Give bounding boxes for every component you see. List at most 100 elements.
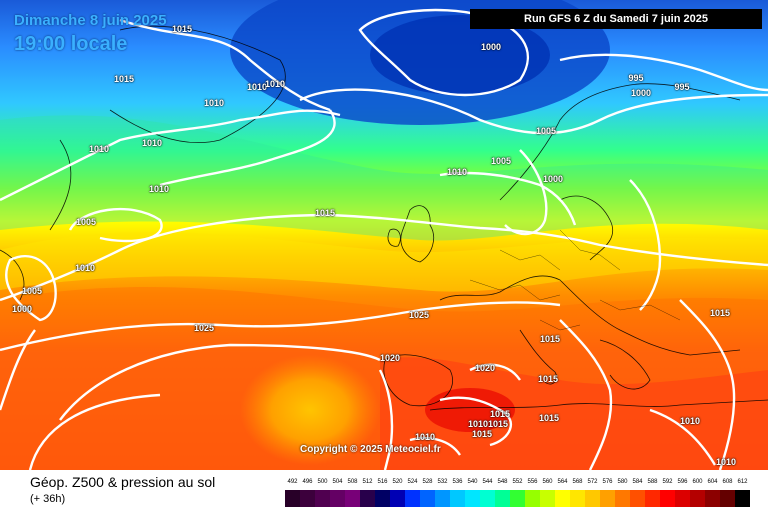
isobar-label: 1010 <box>141 138 163 148</box>
color-scale-value: 544 <box>482 479 493 485</box>
legend-subtitle: (+ 36h) <box>30 493 66 505</box>
isobar-label: 1010 <box>467 419 489 429</box>
color-scale-swatch <box>435 490 450 507</box>
color-scale-swatch <box>690 490 705 507</box>
color-scale-swatch <box>525 490 540 507</box>
isobar-label: 1010 <box>715 457 737 467</box>
isobar-label: 1000 <box>542 174 564 184</box>
isobar-label: 1025 <box>193 323 215 333</box>
color-scale-swatch <box>330 490 345 507</box>
color-scale-swatch <box>735 490 750 507</box>
legend-panel: Géop. Z500 & pression au sol (+ 36h) 492… <box>0 470 768 512</box>
color-scale-swatch <box>660 490 675 507</box>
isobar-label: 1010 <box>74 263 96 273</box>
color-scale-swatch <box>345 490 360 507</box>
copyright: Copyright © 2025 Meteociel.fr <box>300 444 441 455</box>
map-canvas <box>0 0 768 470</box>
country-borders <box>469 229 681 331</box>
forecast-time: 19:00 locale <box>14 33 128 55</box>
run-info: Run GFS 6 Z du Samedi 7 juin 2025 <box>470 9 762 29</box>
color-scale-swatch <box>600 490 615 507</box>
red-band <box>380 357 768 470</box>
color-scale-swatch <box>285 490 300 507</box>
color-scale-swatch <box>390 490 405 507</box>
color-scale-value: 520 <box>392 479 403 485</box>
yellow-band <box>0 231 768 292</box>
isobar-label: 1020 <box>474 363 496 373</box>
color-scale-value: 580 <box>617 479 628 485</box>
color-scale-swatch <box>555 490 570 507</box>
color-scale-value: 568 <box>572 479 583 485</box>
color-scale-value: 576 <box>602 479 613 485</box>
color-scale-value: 600 <box>692 479 703 485</box>
color-scale-swatch <box>360 490 375 507</box>
isobar-label: 1020 <box>379 353 401 363</box>
color-scale-value: 612 <box>737 479 748 485</box>
color-scale-swatch <box>405 490 420 507</box>
color-scale-swatch <box>450 490 465 507</box>
isobar-label: 1010 <box>148 184 170 194</box>
color-scale-value: 496 <box>302 479 313 485</box>
color-scale-swatch <box>585 490 600 507</box>
green-band <box>0 115 768 241</box>
color-scale-value: 604 <box>707 479 718 485</box>
color-scale-swatch <box>495 490 510 507</box>
color-scale-swatch <box>315 490 330 507</box>
color-scale-value: 596 <box>677 479 688 485</box>
isobar-label: 1005 <box>21 286 43 296</box>
isobar-label: 1015 <box>171 24 193 34</box>
color-scale-value: 548 <box>497 479 508 485</box>
isobar-label: 1015 <box>489 409 511 419</box>
isobar-label: 1025 <box>408 310 430 320</box>
color-scale-swatch <box>465 490 480 507</box>
color-scale-value: 552 <box>512 479 523 485</box>
isobar-label: 1010 <box>414 432 436 442</box>
color-scale-value: 556 <box>527 479 538 485</box>
isobar-label: 1015 <box>539 334 561 344</box>
isobar-label: 1015 <box>471 429 493 439</box>
high-pressure-area <box>240 355 380 465</box>
color-scale-swatch <box>630 490 645 507</box>
color-scale-value: 588 <box>647 479 658 485</box>
color-scale-value: 592 <box>662 479 673 485</box>
isobar-label: 1010 <box>246 82 268 92</box>
isobar-label: 1015 <box>487 419 509 429</box>
isobar-label: 1015 <box>538 413 560 423</box>
isobar-label: 1010 <box>88 144 110 154</box>
isobar-label: 1015 <box>537 374 559 384</box>
color-scale-value: 560 <box>542 479 553 485</box>
color-scale-value: 540 <box>467 479 478 485</box>
legend-title: Géop. Z500 & pression au sol <box>30 474 216 490</box>
coastlines <box>0 25 768 411</box>
color-scale-value: 564 <box>557 479 568 485</box>
color-scale-value: 532 <box>437 479 448 485</box>
color-scale-value: 524 <box>407 479 418 485</box>
isobar-label: 1015 <box>314 208 336 218</box>
isobar-lines <box>0 8 768 470</box>
isobar-label: 1005 <box>490 156 512 166</box>
isobar-label: 1000 <box>11 304 33 314</box>
isobar-label: 1000 <box>630 88 652 98</box>
color-scale-value: 516 <box>377 479 388 485</box>
color-scale-value: 500 <box>317 479 328 485</box>
color-scale-swatch <box>510 490 525 507</box>
color-scale-swatch <box>480 490 495 507</box>
color-scale-value: 572 <box>587 479 598 485</box>
color-scale <box>285 490 750 507</box>
color-scale-swatch <box>540 490 555 507</box>
isobar-label: 995 <box>674 82 690 92</box>
color-scale-value: 504 <box>332 479 343 485</box>
color-scale-value: 508 <box>347 479 358 485</box>
color-scale-value: 608 <box>722 479 733 485</box>
isobar-label: 1010 <box>203 98 225 108</box>
isobar-label: 995 <box>628 73 644 83</box>
isobar-label: 1005 <box>535 126 557 136</box>
color-scale-swatch <box>420 490 435 507</box>
isobar-label: 1015 <box>709 308 731 318</box>
color-scale-value: 584 <box>632 479 643 485</box>
forecast-date: Dimanche 8 juin 2025 <box>14 12 167 29</box>
low-geopotential-core <box>370 15 550 95</box>
color-scale-swatch <box>300 490 315 507</box>
color-scale-swatch <box>720 490 735 507</box>
color-scale-swatch <box>570 490 585 507</box>
